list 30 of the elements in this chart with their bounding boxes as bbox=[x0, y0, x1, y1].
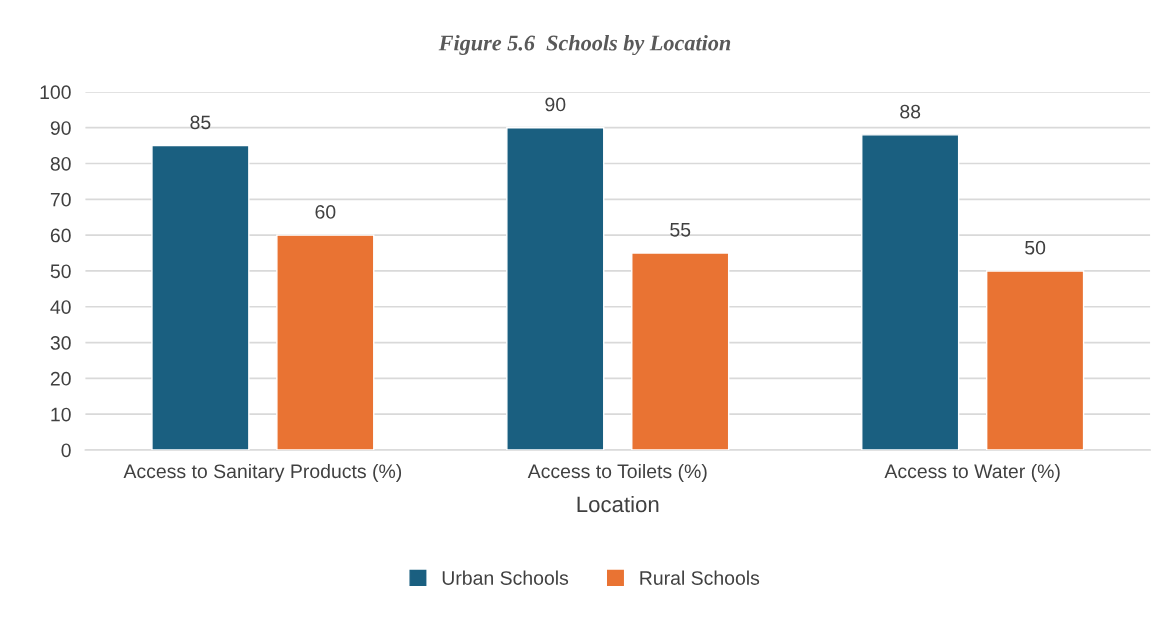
y-tick-label: 60 bbox=[50, 228, 71, 243]
y-tick-label: 20 bbox=[50, 371, 71, 386]
y-tick-label: 30 bbox=[50, 336, 71, 350]
bar bbox=[276, 234, 375, 450]
y-tick-label: 90 bbox=[50, 121, 71, 135]
data-label: 88 bbox=[900, 104, 921, 119]
chart-title: Figure 5.6 Schools by Location bbox=[438, 34, 731, 56]
data-label: 50 bbox=[1025, 240, 1046, 255]
y-tick-label: 50 bbox=[50, 264, 71, 279]
bar bbox=[151, 144, 250, 450]
bar bbox=[631, 252, 730, 450]
bar bbox=[861, 134, 960, 450]
y-tick-label: 70 bbox=[50, 192, 71, 207]
x-tick-label: Access to Water (%) bbox=[884, 463, 1060, 483]
legend-label: Rural Schools bbox=[640, 570, 760, 585]
legend-label: Urban Schools bbox=[442, 570, 569, 585]
x-axis-title: Location bbox=[577, 495, 659, 513]
y-tick-label: 0 bbox=[61, 443, 71, 458]
y-tick-label: 80 bbox=[50, 156, 71, 171]
x-tick-label: Access to Sanitary Products (%) bbox=[123, 463, 402, 483]
data-label: 85 bbox=[190, 115, 211, 130]
y-tick-label: 10 bbox=[51, 407, 71, 422]
y-tick-label: 100 bbox=[40, 85, 71, 100]
data-label: 60 bbox=[315, 205, 336, 219]
bar bbox=[506, 126, 605, 450]
x-tick-label: Access to Toilets (%) bbox=[527, 463, 707, 483]
data-label: 90 bbox=[545, 97, 566, 112]
data-label: 55 bbox=[670, 223, 691, 237]
y-tick-label: 40 bbox=[50, 300, 71, 314]
bar bbox=[985, 270, 1085, 450]
